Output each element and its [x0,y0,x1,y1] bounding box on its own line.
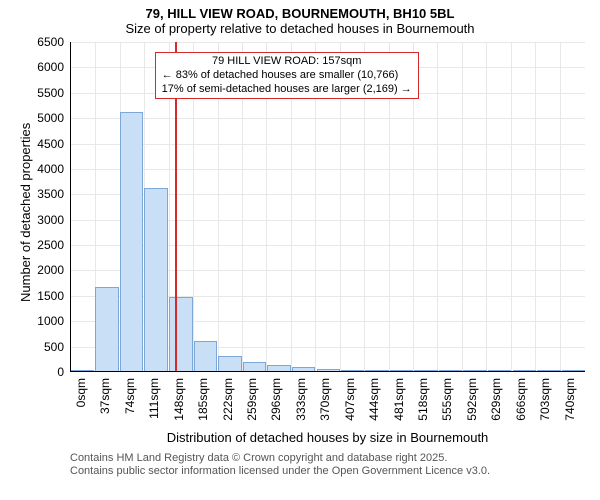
chart-title-sub: Size of property relative to detached ho… [0,21,600,36]
gridline-h [71,118,585,119]
x-tick-label: 0sqm [74,378,88,407]
x-tick-label: 629sqm [489,378,503,421]
x-tick-label: 703sqm [538,378,552,421]
x-tick-label: 592sqm [465,378,479,421]
y-tick-label: 1500 [24,289,64,303]
gridline-v [511,42,512,371]
x-tick-label: 185sqm [196,378,210,421]
x-tick-label: 444sqm [367,378,381,421]
x-tick-label: 222sqm [221,378,235,421]
histogram-bar [365,370,388,371]
y-tick-label: 4000 [24,162,64,176]
y-tick-label: 500 [24,340,64,354]
y-tick-label: 1000 [24,314,64,328]
plot-area: 79 HILL VIEW ROAD: 157sqm← 83% of detach… [70,42,585,372]
histogram-bar [317,369,340,371]
x-tick-label: 555sqm [440,378,454,421]
property-size-chart: 79, HILL VIEW ROAD, BOURNEMOUTH, BH10 5B… [0,0,600,500]
annotation-line: 17% of semi-detached houses are larger (… [162,83,412,97]
annotation-line: ← 83% of detached houses are smaller (10… [162,69,412,83]
x-tick-label: 333sqm [294,378,308,421]
histogram-bar [537,370,560,371]
x-tick-label: 296sqm [269,378,283,421]
histogram-bar [390,370,413,371]
histogram-bar [194,341,217,371]
histogram-bar [341,370,364,371]
gridline-h [71,144,585,145]
gridline-v [560,42,561,371]
y-tick-label: 0 [24,365,64,379]
histogram-bar [267,365,290,371]
y-tick-label: 2000 [24,263,64,277]
chart-title-main: 79, HILL VIEW ROAD, BOURNEMOUTH, BH10 5B… [0,6,600,21]
y-tick-label: 6500 [24,35,64,49]
gridline-v [535,42,536,371]
histogram-bar [463,370,486,371]
chart-attribution: Contains HM Land Registry data © Crown c… [70,452,490,478]
histogram-bar [71,370,94,371]
histogram-bar [144,188,167,371]
histogram-bar [488,370,511,371]
y-tick-label: 4500 [24,137,64,151]
x-tick-label: 740sqm [563,378,577,421]
histogram-bar [292,367,315,371]
gridline-v [462,42,463,371]
x-tick-label: 37sqm [98,378,112,414]
histogram-bar [218,356,241,371]
x-tick-label: 370sqm [318,378,332,421]
x-tick-label: 259sqm [245,378,259,421]
gridline-v [486,42,487,371]
histogram-bar [439,370,462,371]
y-tick-label: 3500 [24,187,64,201]
histogram-bar [169,297,192,371]
x-axis-label: Distribution of detached houses by size … [70,430,585,445]
y-tick-label: 6000 [24,60,64,74]
gridline-v [437,42,438,371]
attribution-line-1: Contains HM Land Registry data © Crown c… [70,452,490,465]
histogram-bar [120,112,143,371]
x-tick-label: 74sqm [123,378,137,414]
histogram-bar [95,287,118,371]
histogram-bar [562,370,585,371]
y-tick-label: 3000 [24,213,64,227]
histogram-bar [243,362,266,371]
attribution-line-2: Contains public sector information licen… [70,465,490,478]
property-annotation: 79 HILL VIEW ROAD: 157sqm← 83% of detach… [155,52,419,99]
x-tick-label: 481sqm [392,378,406,421]
gridline-h [71,42,585,43]
histogram-bar [414,370,437,371]
histogram-bar [513,370,536,371]
x-tick-label: 111sqm [147,378,161,419]
x-tick-label: 518sqm [416,378,430,421]
annotation-line: 79 HILL VIEW ROAD: 157sqm [162,55,412,69]
gridline-h [71,169,585,170]
y-tick-label: 5000 [24,111,64,125]
y-tick-label: 2500 [24,238,64,252]
chart-title-block: 79, HILL VIEW ROAD, BOURNEMOUTH, BH10 5B… [0,0,600,36]
x-tick-label: 666sqm [514,378,528,421]
x-tick-label: 148sqm [172,378,186,421]
y-tick-label: 5500 [24,86,64,100]
x-tick-label: 407sqm [343,378,357,421]
